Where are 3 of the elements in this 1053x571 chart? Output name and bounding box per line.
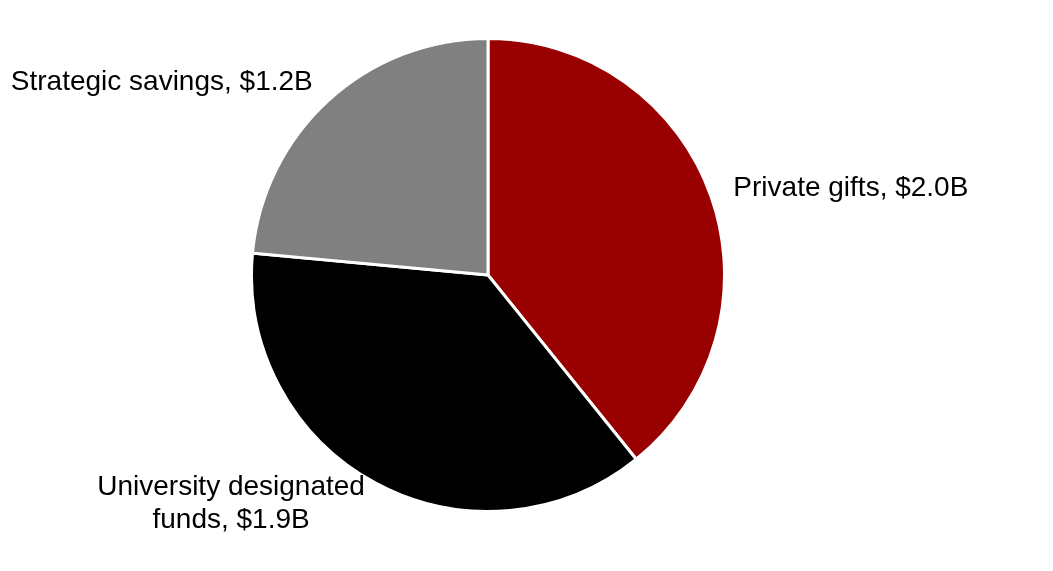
slice-label: Private gifts, $2.0B bbox=[733, 171, 969, 203]
slice-label: University designated funds, $1.9B bbox=[97, 470, 365, 535]
slice-label: Strategic savings, $1.2B bbox=[10, 65, 313, 97]
